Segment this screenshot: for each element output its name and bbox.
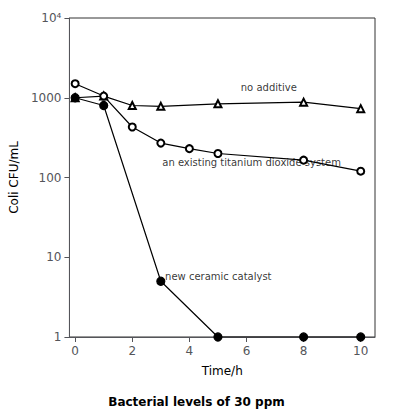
svg-text:2: 2 [128, 344, 136, 358]
svg-text:100: 100 [39, 171, 62, 185]
svg-text:6: 6 [243, 344, 251, 358]
svg-text:Coli CFU/mL: Coli CFU/mL [7, 141, 21, 214]
svg-text:10: 10 [46, 250, 61, 264]
svg-text:8: 8 [300, 344, 308, 358]
svg-text:10⁴: 10⁴ [41, 11, 61, 25]
svg-text:1000: 1000 [31, 91, 62, 105]
svg-text:Time/h: Time/h [201, 364, 243, 378]
svg-text:0: 0 [71, 344, 79, 358]
svg-text:Bacterial levels of 30 ppm: Bacterial levels of 30 ppm [108, 395, 285, 409]
svg-text:10: 10 [353, 344, 368, 358]
svg-text:1: 1 [54, 330, 62, 344]
svg-text:4: 4 [186, 344, 194, 358]
svg-text:an existing titanium dioxide s: an existing titanium dioxide system [162, 156, 341, 168]
svg-text:new ceramic catalyst: new ceramic catalyst [165, 271, 272, 282]
svg-text:no additive: no additive [241, 82, 297, 93]
